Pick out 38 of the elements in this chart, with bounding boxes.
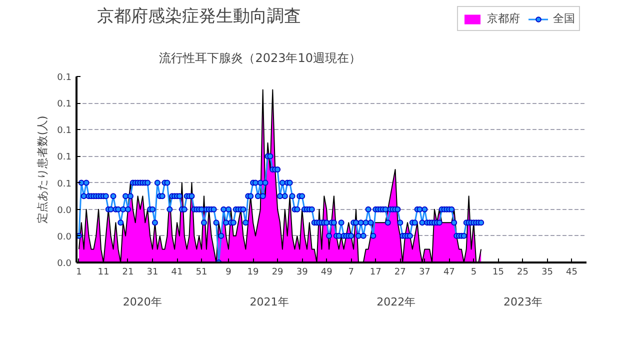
- x-tick-label: 45: [566, 268, 578, 278]
- x-tick-label: 49: [320, 268, 333, 278]
- legend-label: 京都府: [487, 11, 520, 26]
- y-tick-label: 0.1: [57, 73, 72, 83]
- y-tick-label: 0.1: [57, 152, 72, 163]
- x-tick-label: 21: [122, 268, 134, 278]
- y-tick-label: 0.1: [57, 126, 72, 136]
- y-tick-label: 0.0: [57, 206, 72, 216]
- y-axis-title: 定点あたり患者数(人): [36, 116, 50, 224]
- x-tick-label: 11: [98, 268, 110, 278]
- text: 2022年: [376, 296, 416, 308]
- x-tick-label: 27: [394, 268, 406, 278]
- x-tick-label: 31: [146, 268, 158, 278]
- text: 2020年: [122, 296, 162, 308]
- x-tick-label: 39: [296, 268, 308, 278]
- y-tick-label: 0.1: [57, 179, 72, 190]
- x-tick-label: 47: [443, 268, 455, 278]
- chart-subtitle: 流行性耳下腺炎（2023年10週現在）: [159, 51, 362, 66]
- y-tick-label: 0.0: [57, 259, 72, 269]
- x-tick-label: 17: [370, 268, 382, 278]
- text: 2021年: [250, 296, 289, 308]
- legend-label: 全国: [553, 11, 575, 26]
- x-tick-label: 7: [348, 268, 354, 278]
- x-tick-label: 15: [492, 268, 504, 278]
- y-tick-label: 0.1: [57, 100, 72, 110]
- x-tick-label: 5: [470, 268, 477, 278]
- x-tick-label: 41: [171, 268, 183, 278]
- chart-title: 京都府感染症発生動向調査: [96, 6, 301, 26]
- y-tick-label: 0.0: [57, 232, 72, 242]
- x-tick-label: 29: [272, 268, 284, 278]
- text: 2023年: [504, 296, 543, 308]
- x-tick-label: 51: [196, 268, 208, 278]
- x-tick-label: 37: [418, 268, 430, 278]
- x-tick-label: 19: [247, 268, 260, 278]
- x-tick-label: 25: [517, 268, 528, 278]
- x-tick-label: 35: [542, 268, 553, 278]
- x-tick-label: 1: [76, 268, 82, 278]
- x-tick-label: 9: [226, 268, 232, 278]
